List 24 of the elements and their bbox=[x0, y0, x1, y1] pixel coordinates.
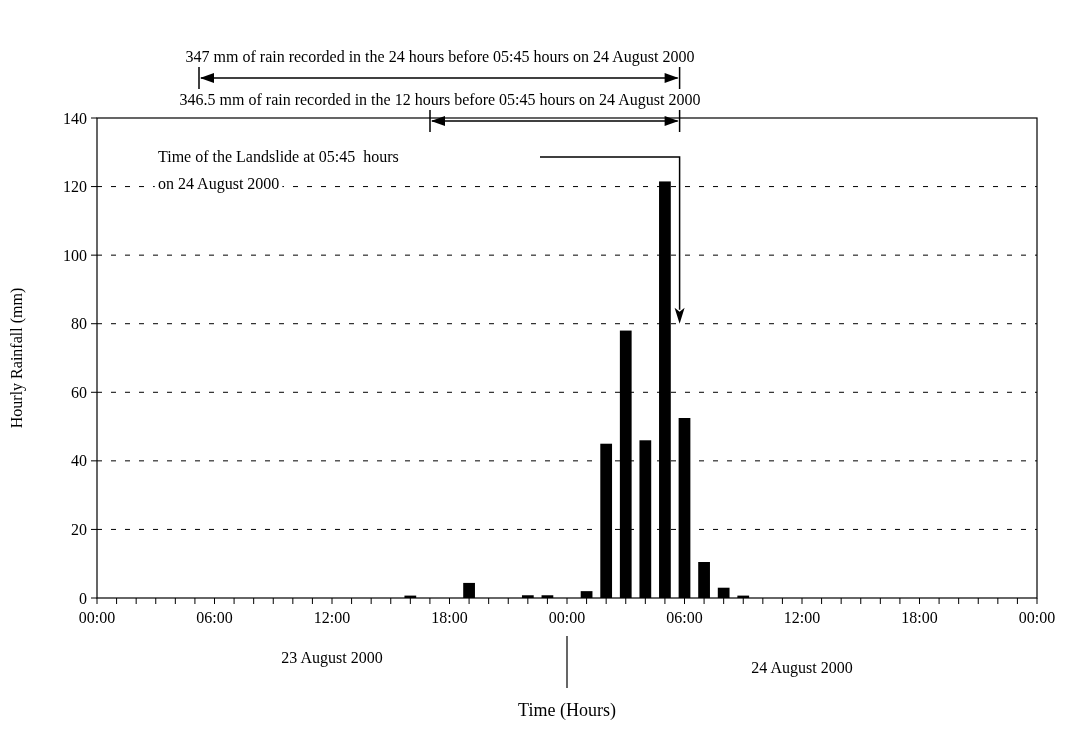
text: 346.5 mm of rain recorded in the 12 hours before 05:45 hours on 24 August 2000 bbox=[179, 91, 701, 109]
text: 23 August 2000 bbox=[281, 649, 383, 667]
y-axis-title: Hourly Rainfall (mm) bbox=[8, 287, 26, 429]
y-tick-label: 20 bbox=[71, 521, 87, 539]
text: 347 mm of rain recorded in the 24 hours before 05:45 hours on 24 August 2000 bbox=[185, 48, 695, 66]
x-tick-label: 18:00 bbox=[901, 609, 938, 626]
text: 24 August 2000 bbox=[751, 659, 853, 677]
y-tick-label: 60 bbox=[71, 383, 87, 401]
y-tick-label: 140 bbox=[63, 109, 87, 127]
y-tick-label: 0 bbox=[79, 589, 87, 607]
x-tick-label: 00:00 bbox=[548, 609, 586, 626]
x-tick-label: 00:00 bbox=[1018, 609, 1056, 626]
x-axis-title: Time (Hours) bbox=[518, 700, 616, 721]
y-tick-label: 100 bbox=[63, 246, 87, 264]
y-tick-label: 80 bbox=[71, 315, 87, 333]
x-tick-label: 12:00 bbox=[313, 609, 351, 626]
x-tick-label: 00:00 bbox=[78, 609, 116, 626]
y-tick-label: 120 bbox=[63, 178, 87, 196]
x-tick-label: 06:00 bbox=[196, 609, 233, 626]
x-tick-label: 12:00 bbox=[783, 609, 821, 626]
x-tick-label: 18:00 bbox=[431, 609, 468, 626]
y-tick-label: 40 bbox=[71, 452, 87, 470]
x-tick-label: 06:00 bbox=[666, 609, 703, 626]
ref-line-label: Time of the Landslide at 05:45 hours on 24 August 2000 bbox=[158, 148, 399, 193]
